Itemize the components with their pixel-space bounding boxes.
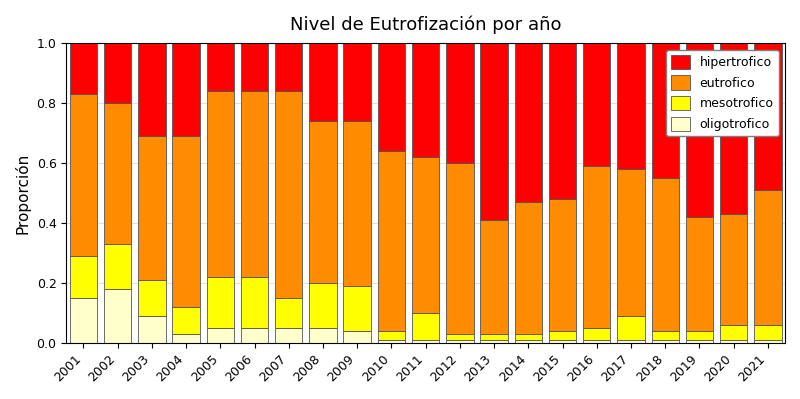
Bar: [651, 340, 679, 343]
Bar: [172, 307, 200, 334]
Bar: [583, 328, 610, 340]
Bar: [446, 340, 474, 343]
Bar: [310, 43, 337, 121]
Bar: [514, 340, 542, 343]
Bar: [241, 328, 268, 343]
Bar: [618, 340, 645, 343]
Bar: [275, 91, 302, 298]
Bar: [549, 43, 576, 199]
Bar: [206, 328, 234, 343]
Bar: [754, 340, 782, 343]
Bar: [172, 136, 200, 307]
Bar: [310, 283, 337, 328]
Bar: [104, 244, 131, 289]
Bar: [412, 340, 439, 343]
Bar: [412, 43, 439, 157]
Bar: [138, 280, 166, 316]
Bar: [618, 316, 645, 340]
Bar: [720, 325, 747, 340]
Bar: [378, 43, 405, 151]
Bar: [754, 190, 782, 325]
Bar: [446, 334, 474, 340]
Bar: [138, 316, 166, 343]
Bar: [514, 43, 542, 202]
Bar: [70, 43, 97, 94]
Bar: [618, 169, 645, 316]
Bar: [446, 43, 474, 163]
Bar: [172, 43, 200, 136]
Legend: hipertrofico, eutrofico, mesotrofico, oligotrofico: hipertrofico, eutrofico, mesotrofico, ol…: [666, 49, 778, 136]
Bar: [275, 328, 302, 343]
Bar: [343, 331, 371, 343]
Bar: [514, 202, 542, 334]
Bar: [686, 43, 713, 217]
Bar: [480, 220, 508, 334]
Bar: [514, 334, 542, 340]
Bar: [241, 277, 268, 328]
Bar: [686, 340, 713, 343]
Bar: [583, 340, 610, 343]
Bar: [549, 340, 576, 343]
Bar: [378, 331, 405, 340]
Bar: [618, 43, 645, 169]
Bar: [549, 331, 576, 340]
Bar: [686, 217, 713, 331]
Bar: [241, 43, 268, 91]
Bar: [549, 199, 576, 331]
Bar: [70, 298, 97, 343]
Bar: [104, 289, 131, 343]
Bar: [70, 94, 97, 256]
Bar: [275, 298, 302, 328]
Bar: [343, 121, 371, 286]
Bar: [70, 256, 97, 298]
Bar: [310, 121, 337, 283]
Bar: [241, 91, 268, 277]
Bar: [754, 43, 782, 190]
Title: Nivel de Eutrofización por año: Nivel de Eutrofización por año: [290, 15, 562, 34]
Bar: [754, 325, 782, 340]
Bar: [378, 151, 405, 331]
Bar: [720, 43, 747, 214]
Bar: [583, 43, 610, 166]
Bar: [651, 178, 679, 331]
Bar: [651, 331, 679, 340]
Bar: [343, 43, 371, 121]
Bar: [480, 334, 508, 340]
Bar: [104, 43, 131, 103]
Bar: [583, 166, 610, 328]
Bar: [480, 43, 508, 220]
Bar: [206, 91, 234, 277]
Bar: [343, 286, 371, 331]
Bar: [651, 43, 679, 178]
Bar: [206, 277, 234, 328]
Bar: [720, 214, 747, 325]
Bar: [275, 43, 302, 91]
Bar: [138, 43, 166, 136]
Bar: [172, 334, 200, 343]
Bar: [104, 103, 131, 244]
Bar: [412, 157, 439, 313]
Bar: [480, 340, 508, 343]
Bar: [686, 331, 713, 340]
Bar: [412, 313, 439, 340]
Bar: [378, 340, 405, 343]
Y-axis label: Proporción: Proporción: [15, 152, 31, 233]
Bar: [720, 340, 747, 343]
Bar: [310, 328, 337, 343]
Bar: [138, 136, 166, 280]
Bar: [206, 43, 234, 91]
Bar: [446, 163, 474, 334]
